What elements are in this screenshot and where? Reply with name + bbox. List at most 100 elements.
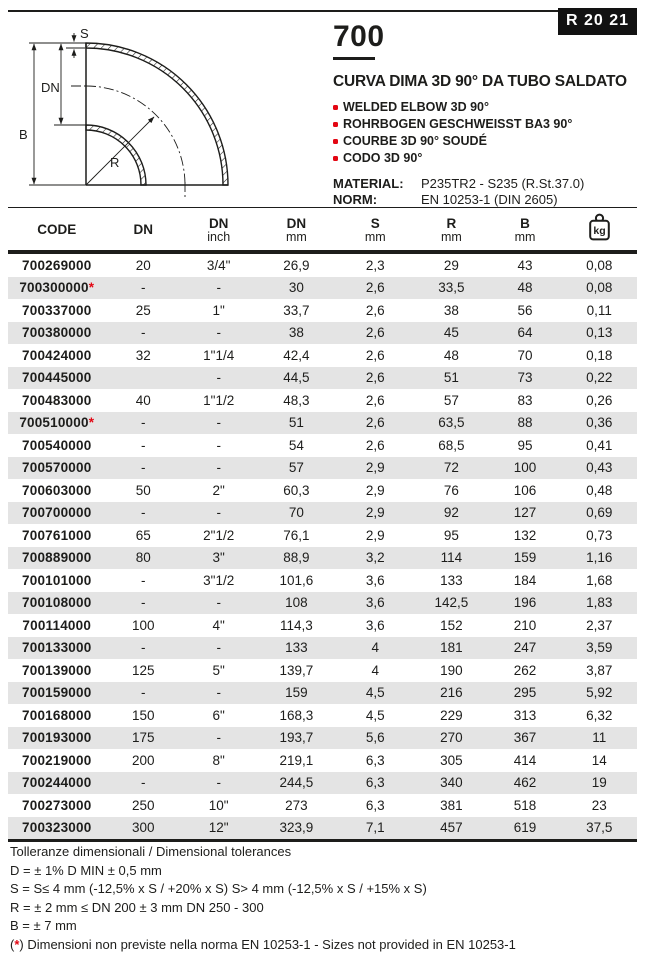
code-cell: 700114000 <box>8 614 105 637</box>
extension-lines <box>29 43 86 185</box>
value-cell: 139,7 <box>256 659 336 682</box>
red-bullet-icon <box>333 156 338 161</box>
value-cell: 73 <box>489 367 562 390</box>
value-cell: 60,3 <box>256 479 336 502</box>
code-cell: 700337000 <box>8 299 105 322</box>
value-cell: - <box>181 502 256 525</box>
value-cell: 38 <box>414 299 488 322</box>
code-cell: 700603000 <box>8 479 105 502</box>
value-cell: 2,9 <box>336 479 414 502</box>
value-cell: 12" <box>181 817 256 841</box>
value-cell: 150 <box>105 704 180 727</box>
value-cell: 0,41 <box>561 434 637 457</box>
value-cell: 4,5 <box>336 704 414 727</box>
value-cell: 56 <box>489 299 562 322</box>
value-cell: - <box>105 322 180 345</box>
value-cell: 250 <box>105 794 180 817</box>
value-cell: - <box>181 727 256 750</box>
value-cell: 367 <box>489 727 562 750</box>
value-cell: 381 <box>414 794 488 817</box>
dim-label-b: B <box>19 127 28 142</box>
material-value: P235TR2 - S235 (R.St.37.0) <box>421 176 584 192</box>
footnote-star: * <box>89 415 94 430</box>
value-cell: 76,1 <box>256 524 336 547</box>
list-item: ROHRBOGEN GESCHWEISST BA3 90° <box>333 116 639 133</box>
value-cell: 132 <box>489 524 562 547</box>
value-cell: 6,3 <box>336 794 414 817</box>
code-cell: 700168000 <box>8 704 105 727</box>
value-cell: 216 <box>414 682 488 705</box>
value-cell: 2,6 <box>336 434 414 457</box>
value-cell: 95 <box>414 524 488 547</box>
value-cell: 32 <box>105 344 180 367</box>
value-cell: 168,3 <box>256 704 336 727</box>
code-cell: 700510000* <box>8 412 105 435</box>
value-cell: 3,87 <box>561 659 637 682</box>
value-cell: 305 <box>414 749 488 772</box>
value-cell: 457 <box>414 817 488 841</box>
value-cell: 125 <box>105 659 180 682</box>
code-cell: 700700000 <box>8 502 105 525</box>
value-cell: 2,6 <box>336 344 414 367</box>
value-cell: 25 <box>105 299 180 322</box>
dim-label-s: S <box>80 26 89 41</box>
value-cell: - <box>181 682 256 705</box>
code-cell: 700244000 <box>8 772 105 795</box>
dim-label-r: R <box>110 155 119 170</box>
value-cell: 159 <box>256 682 336 705</box>
value-cell: 37,5 <box>561 817 637 841</box>
value-cell: 0,48 <box>561 479 637 502</box>
value-cell: 65 <box>105 524 180 547</box>
value-cell: - <box>105 592 180 615</box>
value-cell: 3,2 <box>336 547 414 570</box>
code-cell: 700424000 <box>8 344 105 367</box>
value-cell: 1"1/4 <box>181 344 256 367</box>
value-cell: 68,5 <box>414 434 488 457</box>
value-cell: 19 <box>561 772 637 795</box>
value-cell: - <box>105 434 180 457</box>
value-cell: 190 <box>414 659 488 682</box>
value-cell: 2,6 <box>336 367 414 390</box>
value-cell: 4 <box>336 659 414 682</box>
norm-row: NORM: EN 10253-1 (DIN 2605) <box>333 192 639 208</box>
translation-label: COURBE 3D 90° SOUDÉ <box>343 133 487 150</box>
value-cell: 43 <box>489 252 562 277</box>
value-cell: 0,43 <box>561 457 637 480</box>
value-cell: 3,6 <box>336 569 414 592</box>
value-cell: 95 <box>489 434 562 457</box>
material-row: MATERIAL: P235TR2 - S235 (R.St.37.0) <box>333 176 639 192</box>
value-cell: 181 <box>414 637 488 660</box>
note-line: D = ± 1% D MIN ± 0,5 mm <box>10 862 516 881</box>
value-cell: 92 <box>414 502 488 525</box>
value-cell: 83 <box>489 389 562 412</box>
code-cell: 700159000 <box>8 682 105 705</box>
value-cell: 0,18 <box>561 344 637 367</box>
tolerance-notes: Tolleranze dimensionali / Dimensional to… <box>10 843 516 954</box>
value-cell: 247 <box>489 637 562 660</box>
value-cell: 244,5 <box>256 772 336 795</box>
value-cell: 2,9 <box>336 502 414 525</box>
value-cell: 48 <box>489 277 562 300</box>
translation-label: ROHRBOGEN GESCHWEISST BA3 90° <box>343 116 572 133</box>
value-cell: 229 <box>414 704 488 727</box>
code-cell: 700889000 <box>8 547 105 570</box>
page-title: CURVA DIMA 3D 90° DA TUBO SALDATO <box>333 73 639 91</box>
value-cell: - <box>181 277 256 300</box>
value-cell: 193,7 <box>256 727 336 750</box>
value-cell: 1,68 <box>561 569 637 592</box>
value-cell: 100 <box>489 457 562 480</box>
code-cell: 700101000 <box>8 569 105 592</box>
value-cell: 54 <box>256 434 336 457</box>
list-item: WELDED ELBOW 3D 90° <box>333 99 639 116</box>
value-cell: 88,9 <box>256 547 336 570</box>
elbow-drawing: S DN B R <box>14 26 269 201</box>
value-cell: 88 <box>489 412 562 435</box>
note-line: R = ± 2 mm ≤ DN 200 ± 3 mm DN 250 - 300 <box>10 899 516 918</box>
value-cell: 3"1/2 <box>181 569 256 592</box>
